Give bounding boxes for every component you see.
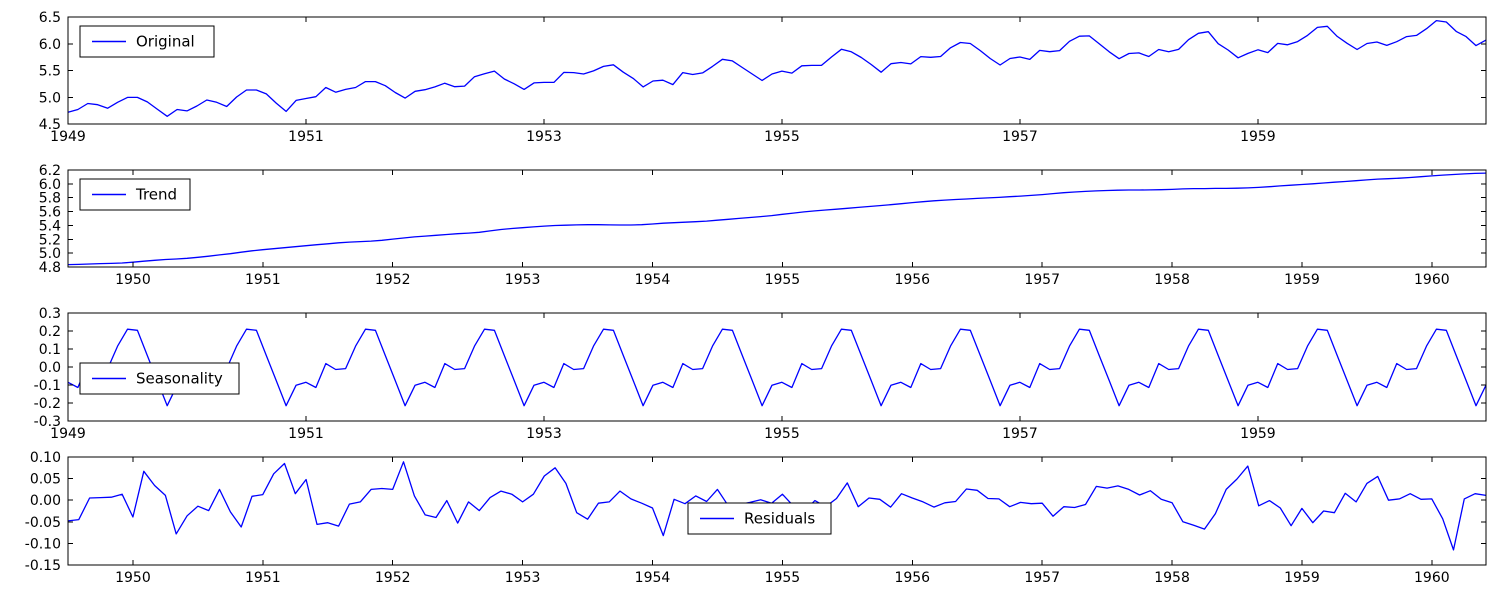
trend-xtick-label: 1954 bbox=[635, 272, 671, 288]
trend-ytick-label: 5.0 bbox=[39, 246, 61, 262]
original-ytick-label: 4.5 bbox=[39, 117, 61, 133]
residuals-xtick-label: 1952 bbox=[375, 570, 411, 586]
residuals-axes-frame bbox=[67, 456, 1487, 566]
original-xtick-label: 1951 bbox=[288, 129, 324, 145]
residuals-xtick-label: 1959 bbox=[1284, 570, 1320, 586]
residuals-xtick-label: 1955 bbox=[765, 570, 801, 586]
trend-ytick-label: 6.2 bbox=[39, 163, 61, 179]
original-xtick-label: 1959 bbox=[1240, 129, 1276, 145]
residuals-xtick-label: 1951 bbox=[245, 570, 281, 586]
trend-xtick-label: 1958 bbox=[1154, 272, 1190, 288]
original-legend-label: Original bbox=[136, 33, 195, 51]
trend-xtick-label: 1950 bbox=[115, 272, 151, 288]
trend-xtick-label: 1960 bbox=[1414, 272, 1450, 288]
residuals-ytick-label: 0.05 bbox=[30, 472, 61, 488]
seasonality-legend: Seasonality bbox=[79, 362, 240, 395]
original-ytick-label: 5.0 bbox=[39, 90, 61, 106]
seasonality-ytick-label: -0.1 bbox=[34, 378, 61, 394]
trend-ytick-label: 6.0 bbox=[39, 177, 61, 193]
seasonality-xtick-label: 1955 bbox=[764, 426, 800, 442]
subplot-residuals: 1950 1951 1952 1953 1954 1955 1956 1957 1958 1959… bbox=[25, 450, 1487, 586]
trend-legend: Trend bbox=[79, 178, 191, 211]
trend-series-line bbox=[67, 172, 1487, 266]
trend-xtick-label: 1955 bbox=[765, 272, 801, 288]
residuals-ytick-label: 0.10 bbox=[30, 450, 61, 466]
trend-legend-box bbox=[79, 178, 191, 211]
residuals-ytick-label: 0.00 bbox=[30, 493, 61, 509]
subplot-seasonality: 1949 1951 1953 1955 1957 1959 -0.3 -0.2 -0.1 0.0 0… bbox=[34, 306, 1487, 442]
seasonality-ytick-label: 0.1 bbox=[39, 342, 61, 358]
seasonality-axes-frame bbox=[67, 312, 1487, 422]
residuals-xtick-label: 1954 bbox=[635, 570, 671, 586]
residuals-xtick-label: 1958 bbox=[1154, 570, 1190, 586]
original-xtick-label: 1955 bbox=[764, 129, 800, 145]
seasonality-ytick-label: -0.2 bbox=[34, 396, 61, 412]
original-ytick-label: 6.0 bbox=[39, 37, 61, 53]
seasonality-ytick-label: 0.3 bbox=[39, 306, 61, 322]
trend-legend-label: Trend bbox=[135, 186, 177, 204]
trend-xtick-label: 1953 bbox=[505, 272, 541, 288]
trend-ytick-label: 5.2 bbox=[39, 232, 61, 248]
trend-xtick-label: 1959 bbox=[1284, 272, 1320, 288]
residuals-legend: Residuals bbox=[687, 502, 832, 535]
seasonality-legend-label: Seasonality bbox=[136, 370, 223, 388]
seasonality-xtick-label: 1949 bbox=[50, 426, 86, 442]
trend-ytick-label: 4.8 bbox=[39, 260, 61, 276]
trend-ytick-label: 5.4 bbox=[39, 218, 61, 234]
residuals-xtick-label: 1953 bbox=[505, 570, 541, 586]
original-legend: Original bbox=[79, 25, 215, 58]
residuals-xtick-label: 1960 bbox=[1414, 570, 1450, 586]
residuals-xtick-label: 1950 bbox=[115, 570, 151, 586]
original-xtick-label: 1953 bbox=[526, 129, 562, 145]
residuals-ytick-label: -0.05 bbox=[25, 515, 61, 531]
original-series-line bbox=[67, 19, 1487, 117]
original-axes-frame bbox=[67, 16, 1487, 125]
residuals-xtick-label: 1957 bbox=[1024, 570, 1060, 586]
seasonality-ytick-label: 0.2 bbox=[39, 324, 61, 340]
original-ytick-label: 6.5 bbox=[39, 10, 61, 26]
trend-xtick-label: 1956 bbox=[894, 272, 930, 288]
residuals-legend-label: Residuals bbox=[744, 510, 815, 528]
original-xtick-label: 1957 bbox=[1002, 129, 1038, 145]
residuals-ytick-label: -0.15 bbox=[25, 558, 61, 574]
trend-ytick-label: 5.6 bbox=[39, 205, 61, 221]
seasonality-xtick-label: 1951 bbox=[288, 426, 324, 442]
residuals-series-line bbox=[67, 461, 1487, 551]
seasonality-xtick-label: 1957 bbox=[1002, 426, 1038, 442]
trend-xtick-label: 1957 bbox=[1024, 272, 1060, 288]
residuals-ytick-label: -0.10 bbox=[25, 536, 61, 552]
subplot-trend: 1950 1951 1952 1953 1954 1955 1956 1957 1958 1959… bbox=[39, 163, 1487, 288]
original-xtick-label: 1949 bbox=[50, 129, 86, 145]
subplot-original: 1949 1951 1953 1955 1957 1959 4.5 5.0 5.5 6.0 6.5 O… bbox=[39, 10, 1487, 145]
original-ytick-label: 5.5 bbox=[39, 64, 61, 80]
trend-axes-frame bbox=[67, 169, 1487, 268]
trend-xtick-label: 1951 bbox=[245, 272, 281, 288]
residuals-xtick-label: 1956 bbox=[894, 570, 930, 586]
trend-xtick-label: 1952 bbox=[375, 272, 411, 288]
seasonality-ytick-label: 0.0 bbox=[39, 360, 61, 376]
seasonality-ytick-label: -0.3 bbox=[34, 414, 61, 430]
trend-ytick-label: 5.8 bbox=[39, 191, 61, 207]
seasonality-series-line bbox=[67, 328, 1487, 407]
seasonality-xtick-label: 1953 bbox=[526, 426, 562, 442]
seasonality-xtick-label: 1959 bbox=[1240, 426, 1276, 442]
